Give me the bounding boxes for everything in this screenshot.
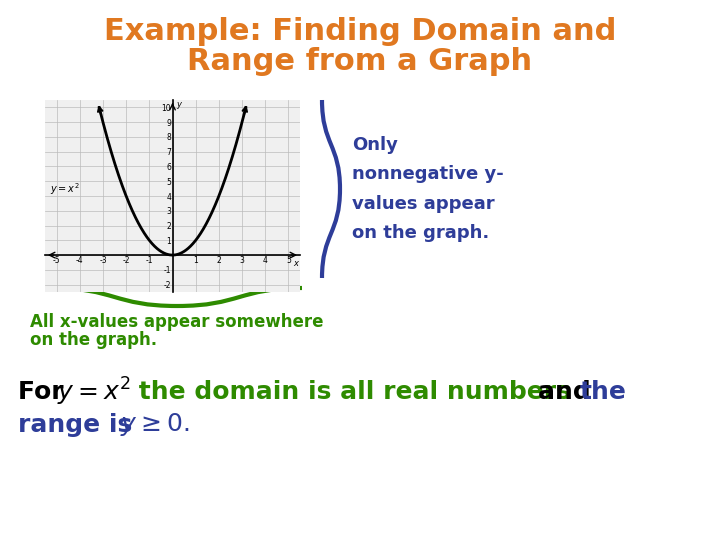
Text: y: y xyxy=(176,100,181,109)
Text: $\mathit{y = x^2}$: $\mathit{y = x^2}$ xyxy=(57,376,130,408)
Text: the: the xyxy=(580,380,627,404)
Text: All x-values appear somewhere: All x-values appear somewhere xyxy=(30,313,323,331)
Text: on the graph.: on the graph. xyxy=(30,331,157,349)
Text: and: and xyxy=(538,380,600,404)
Text: the domain is all real numbers: the domain is all real numbers xyxy=(130,380,580,404)
Text: Example: Finding Domain and: Example: Finding Domain and xyxy=(104,17,616,46)
Text: Only
nonnegative y-
values appear
on the graph.: Only nonnegative y- values appear on the… xyxy=(352,136,504,242)
Text: For: For xyxy=(18,380,73,404)
Text: range is: range is xyxy=(18,413,141,437)
Text: x: x xyxy=(293,259,298,268)
Text: Range from a Graph: Range from a Graph xyxy=(187,48,533,77)
Text: $\mathit{y} \geq \mathit{0.}$: $\mathit{y} \geq \mathit{0.}$ xyxy=(120,411,189,438)
Text: $y = x^2$: $y = x^2$ xyxy=(50,181,79,197)
